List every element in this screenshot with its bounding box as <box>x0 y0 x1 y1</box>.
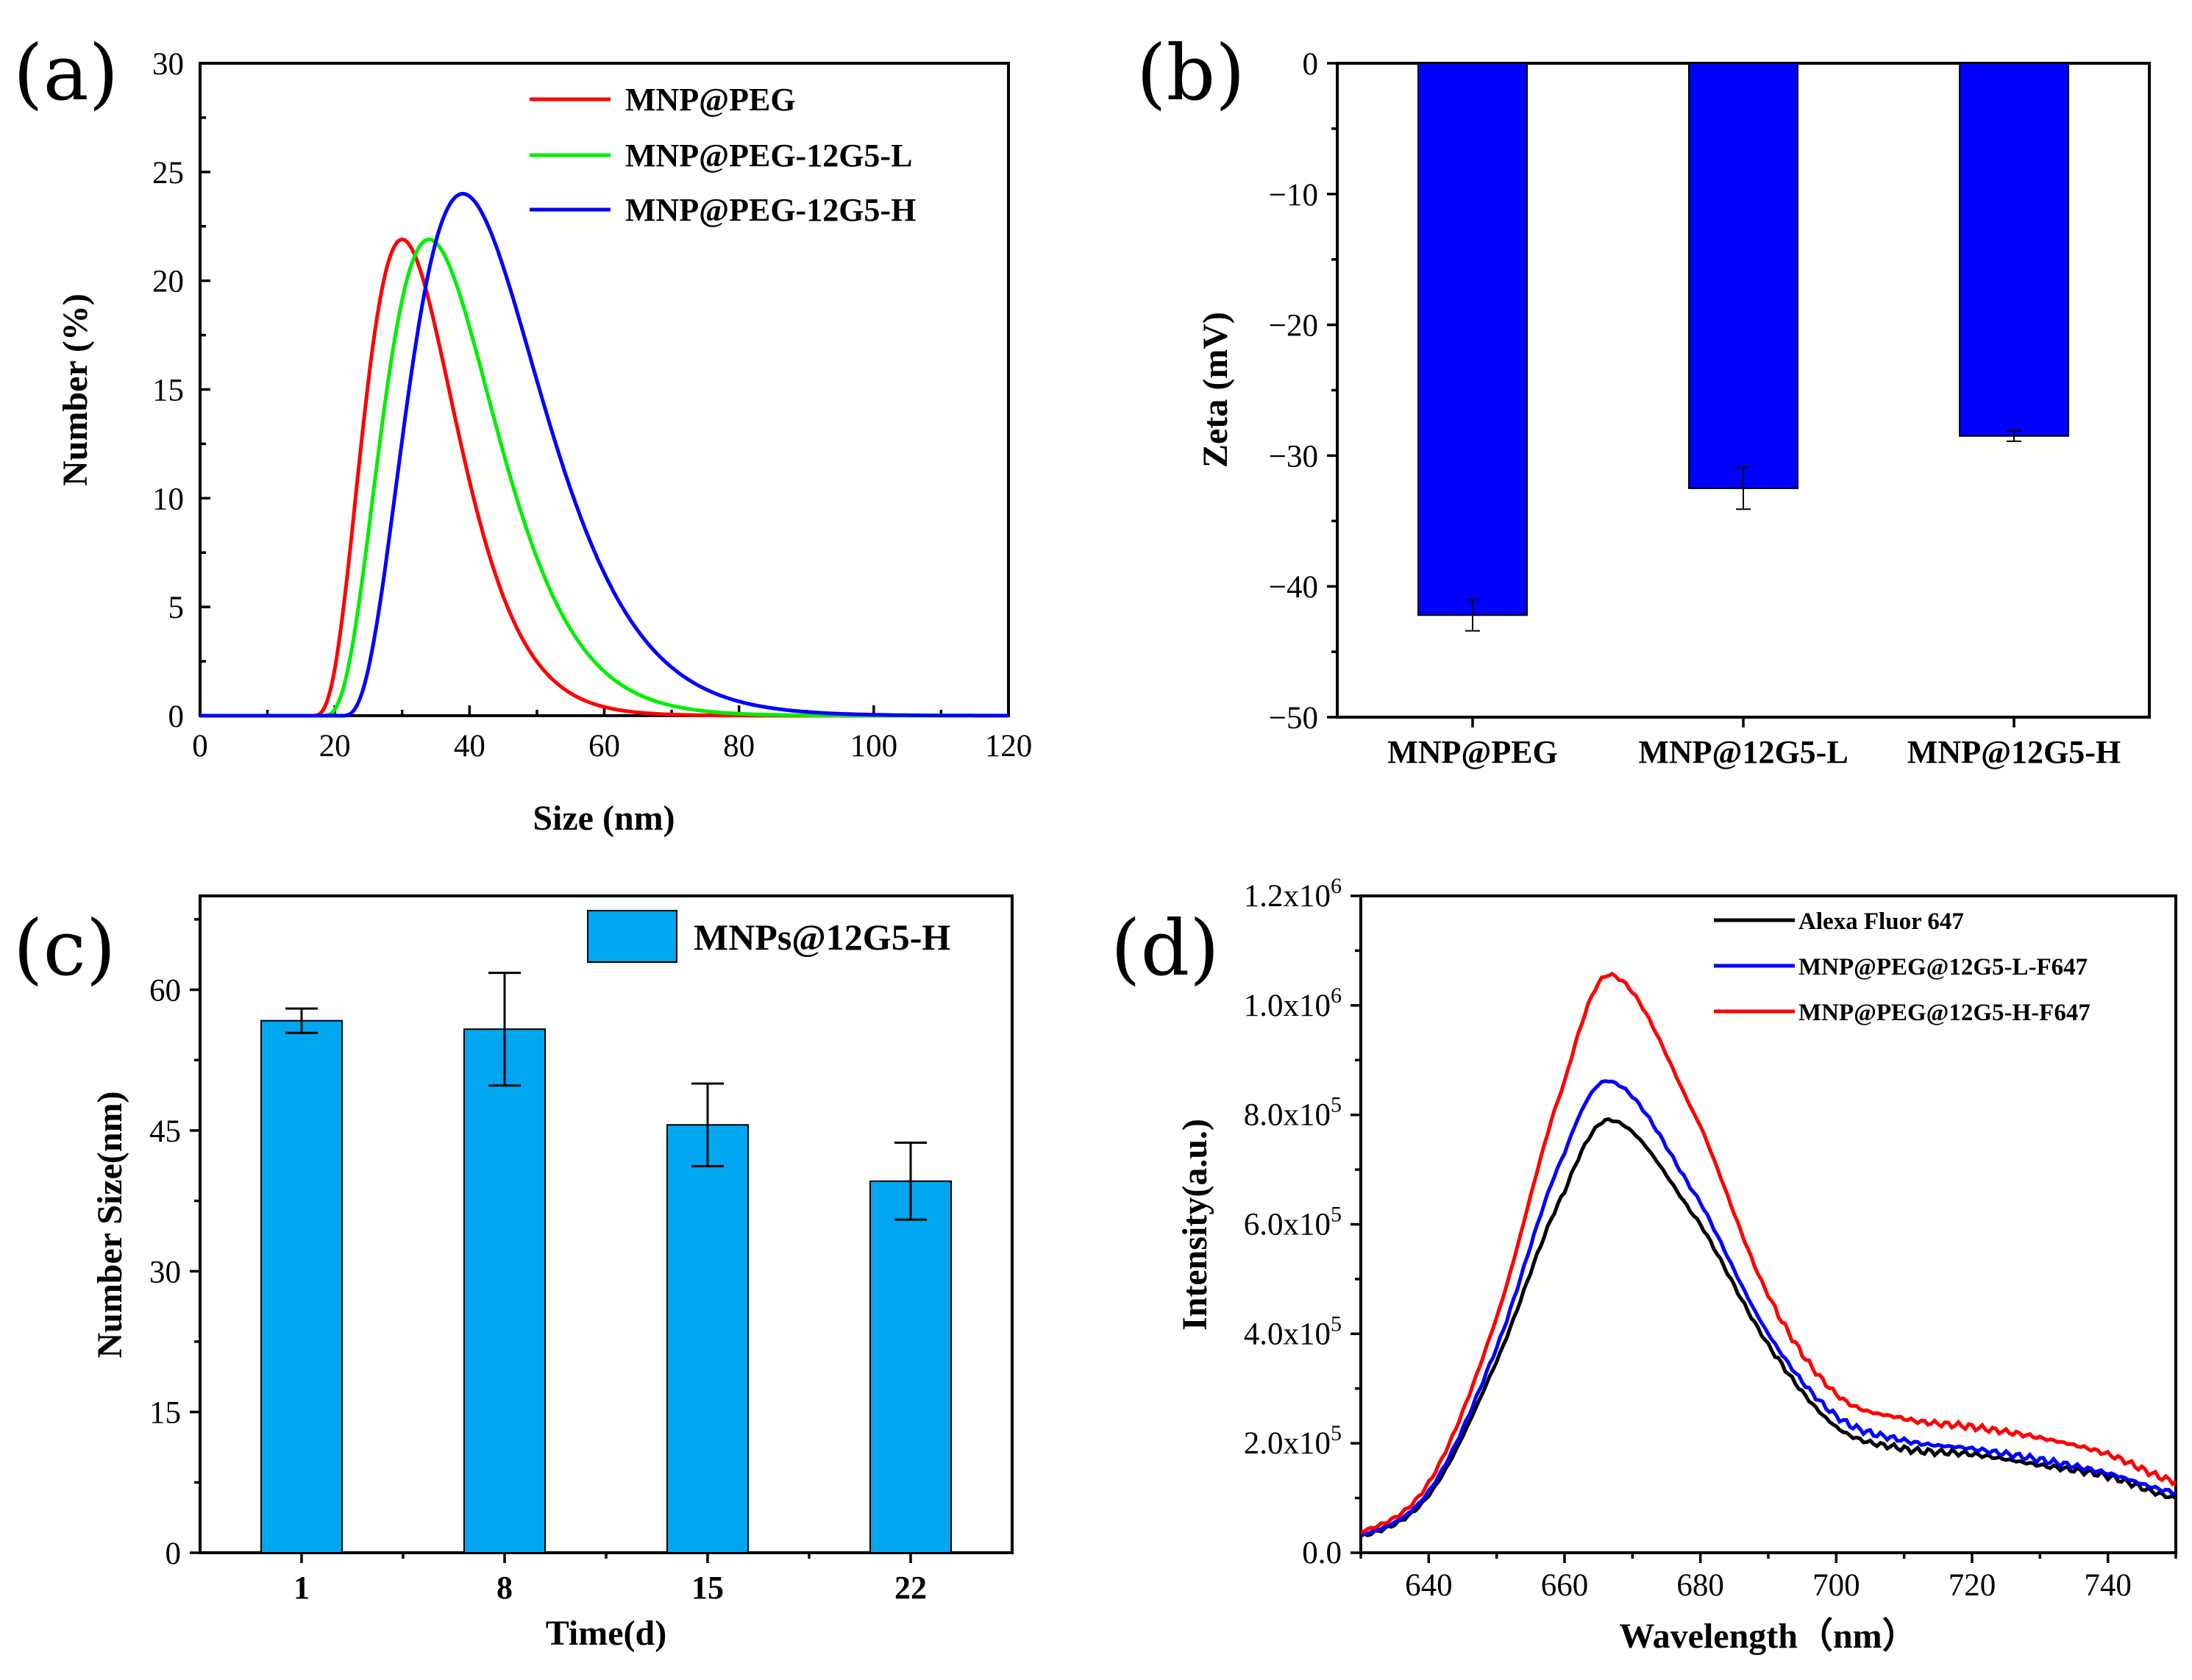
legend-label-alexa-fluor-647: Alexa Fluor 647 <box>1798 908 1964 935</box>
b-y-tick-label: 0 <box>1303 47 1319 82</box>
c-category-label: 15 <box>691 1570 724 1606</box>
panel-a-series-lines <box>200 191 1008 718</box>
c-category-label: 22 <box>894 1570 927 1606</box>
d-series-line-mnp-peg-12g5-l-f647 <box>1360 1079 2177 1537</box>
c-bar-day-1 <box>260 1019 343 1554</box>
legend-label-mnp-peg-12g5-h: MNP@PEG-12G5-H <box>625 192 916 228</box>
panel-d-y-axis-title: Intensity(a.u.) <box>1175 1119 1214 1331</box>
a-x-tick-label: 20 <box>319 729 351 764</box>
a-y-tick-label: 25 <box>152 156 184 191</box>
b-category-label: MNP@12G5-H <box>1907 734 2121 770</box>
legend-label-mnp-peg: MNP@PEG <box>625 82 796 118</box>
legend-label-mnp-peg-12g5-h-f647: MNP@PEG@12G5-H-F647 <box>1798 1000 2090 1026</box>
b-y-tick-label: −30 <box>1269 439 1318 474</box>
legend-swatch-mnps-12g5-h <box>587 910 677 963</box>
d-x-tick-label: 680 <box>1676 1568 1724 1603</box>
legend-label-mnp-peg-12g5-l-f647: MNP@PEG@12G5-L-F647 <box>1798 954 2088 980</box>
d-y-tick-label: 1.0x106 <box>1244 983 1342 1023</box>
d-series-line-mnp-peg-12g5-h-f647 <box>1360 971 2177 1534</box>
panel-c-legend: MNPs@12G5-H <box>587 910 950 963</box>
c-category-label: 1 <box>293 1570 310 1606</box>
b-category-label: MNP@PEG <box>1387 734 1558 770</box>
b-y-tick-label: −50 <box>1269 701 1318 736</box>
panel-d-legend: Alexa Fluor 647 MNP@PEG@12G5-L-F647 MNP@… <box>1714 908 2090 1026</box>
panel-a-ticks: 0 20 40 60 80 100 120 0 5 10 15 20 25 30 <box>152 47 1032 764</box>
a-y-tick-label: 0 <box>168 700 185 734</box>
d-y-tick-label: 2.0x105 <box>1244 1421 1342 1461</box>
a-y-tick-label: 5 <box>168 591 185 625</box>
c-y-tick-label: 15 <box>149 1396 181 1431</box>
a-x-tick-label: 80 <box>723 729 755 764</box>
c-y-tick-label: 0 <box>166 1537 182 1571</box>
d-x-tick-label: 660 <box>1541 1568 1589 1603</box>
legend-label-mnps-12g5-h: MNPs@12G5-H <box>694 916 950 958</box>
panel-c-y-axis-title: Number Size(nm) <box>90 1091 129 1358</box>
a-x-tick-label: 120 <box>985 729 1033 764</box>
a-y-tick-label: 15 <box>152 374 184 408</box>
panel-a-x-axis-title: Size (nm) <box>533 799 675 838</box>
d-x-tick-label: 740 <box>2084 1568 2132 1603</box>
c-bar-day-22 <box>869 1180 952 1553</box>
a-y-tick-label: 30 <box>152 47 184 82</box>
d-y-tick-label: 8.0x105 <box>1244 1093 1342 1133</box>
d-x-tick-label: 640 <box>1405 1568 1453 1603</box>
b-y-tick-label: −20 <box>1269 309 1318 344</box>
panel-a-letter: (a) <box>13 28 118 118</box>
c-bar-day-15 <box>666 1124 749 1553</box>
d-x-tick-label: 720 <box>1949 1568 1996 1603</box>
panel-c-x-axis-title: Time(d) <box>546 1614 666 1653</box>
d-series-line-alexa-fluor-647 <box>1359 1117 2177 1538</box>
c-y-tick-label: 30 <box>149 1255 181 1289</box>
a-x-tick-label: 40 <box>454 729 485 764</box>
b-category-label: MNP@12G5-L <box>1638 734 1848 770</box>
b-bar-mnp-12g5-l <box>1688 63 1798 489</box>
panel-d-fluorescence: (d) 640 660 680 700 720 7400.02.0x1054.0x1056… <box>1111 874 2177 1656</box>
a-x-tick-label: 100 <box>850 729 898 764</box>
panel-c-bars <box>260 972 952 1554</box>
d-y-tick-label: 4.0x105 <box>1244 1311 1342 1351</box>
panel-b-ticks: 0 −10 −20 −30 −40 −50 MNP@PEG MNP@12G5-L MNP@12G… <box>1269 47 2121 770</box>
a-x-tick-label: 60 <box>588 729 620 764</box>
b-bar-mnp-12g5-h <box>1959 63 2069 437</box>
panel-d-ticks: 640 660 680 700 720 740 0.0 2.0x105 4.0x105 6.0x1… <box>1244 874 2177 1603</box>
panel-c-letter: (c) <box>13 903 115 993</box>
a-series-line-mnp-peg-12g5-h <box>200 191 1008 718</box>
panel-b-bars <box>1417 63 2069 632</box>
c-bar-day-8 <box>463 1028 546 1554</box>
panel-b-y-axis-title: Zeta (mV) <box>1196 312 1235 468</box>
b-y-tick-label: −10 <box>1269 178 1318 213</box>
legend-label-mnp-peg-12g5-l: MNP@PEG-12G5-L <box>625 138 912 174</box>
d-y-tick-label: 6.0x105 <box>1244 1203 1342 1242</box>
d-x-tick-label: 700 <box>1812 1568 1860 1603</box>
panel-b-letter: (b) <box>1136 28 1245 118</box>
c-y-tick-label: 60 <box>149 974 181 1008</box>
a-y-tick-label: 10 <box>152 482 184 516</box>
d-y-tick-label: 0.0 <box>1302 1536 1342 1570</box>
panel-a-legend: MNP@PEG MNP@PEG-12G5-L MNP@PEG-12G5-H <box>530 82 916 228</box>
a-y-tick-label: 20 <box>152 265 184 299</box>
panel-d-x-axis-title: Wavelength（nm） <box>1619 1617 1917 1656</box>
c-category-label: 8 <box>497 1570 513 1606</box>
panel-a-size-distribution: (a) 0 20 40 60 80 100 120 0 5 10 15 20 25 30 MNP@PEG … <box>13 28 1032 838</box>
a-x-tick-label: 0 <box>192 729 208 764</box>
panel-d-letter: (d) <box>1111 903 1220 993</box>
panel-d-series-lines <box>1359 971 2177 1538</box>
b-bar-mnp-peg <box>1417 63 1528 616</box>
b-y-tick-label: −40 <box>1269 570 1318 605</box>
panel-b-zeta-potential: (b) 0 −10 −20 −30 −40 −50 MNP@PEG MNP@12G5-L MNP… <box>1136 28 2151 770</box>
d-y-tick-label: 1.2x106 <box>1244 874 1342 914</box>
c-y-tick-label: 45 <box>149 1114 181 1149</box>
panel-a-y-axis-title: Number (%) <box>56 293 95 486</box>
panel-c-ticks: 0 15 30 45 60 1 8 15 22 <box>149 918 927 1606</box>
